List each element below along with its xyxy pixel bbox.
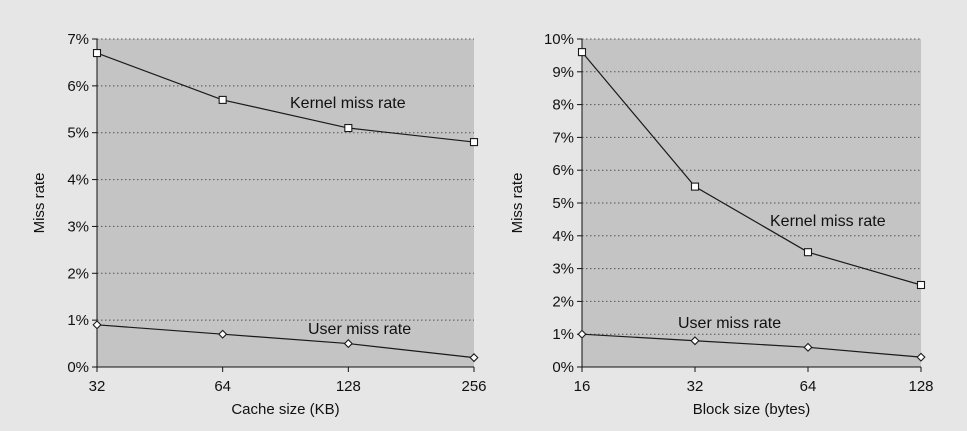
chart-1-y-tick-label: 7%	[67, 31, 89, 48]
chart-1-series-2-point	[218, 329, 228, 339]
chart-1-y-axis-title: Miss rate	[31, 173, 48, 234]
chart-2-series-1-label: Kernel miss rate	[770, 213, 886, 230]
chart-2-y-tick-label: 7%	[552, 129, 574, 146]
chart-2-series-2-label: User miss rate	[678, 315, 781, 332]
chart-2-y-axis-title: Miss rate	[509, 173, 526, 234]
chart-1-series-1-line	[96, 52, 475, 143]
chart-1-series-2-point	[469, 353, 479, 363]
chart-2-x-tick-label: 64	[800, 378, 817, 395]
chart-2-series-1-line	[581, 51, 922, 286]
chart-2-x-axis-title: Block size (bytes)	[693, 401, 811, 418]
chart-1-series-1-point	[218, 95, 227, 104]
chart-2-y-tick-label: 0%	[552, 359, 574, 376]
chart-2-series-2-line	[581, 333, 922, 358]
chart-1-series-2-line	[96, 324, 475, 359]
chart-1-series-2-point	[92, 320, 102, 330]
chart-1-series-1-point	[344, 123, 353, 133]
chart-2-y-tick-label: 6%	[552, 162, 574, 179]
chart-1-plot-area	[97, 39, 474, 367]
chart-2-series-1-point	[577, 48, 587, 57]
chart-1-x-tick-label: 128	[336, 378, 361, 395]
chart-1-y-tick-label: 0%	[67, 359, 89, 376]
chart-2-series-1-point	[690, 182, 700, 191]
chart-1-y-tick-label: 6%	[67, 78, 89, 95]
chart-1-y-tick-label: 2%	[67, 265, 89, 282]
chart-2-series-2-point	[803, 342, 813, 352]
chart-2-x-tick-label: 32	[687, 378, 704, 395]
chart-2-y-tick-label: 1%	[552, 326, 574, 343]
chart-2-series-2-point	[690, 336, 700, 346]
chart-1-x-axis-title: Cache size (KB)	[231, 401, 339, 418]
chart-2-x-tick-label: 128	[908, 378, 933, 395]
chart-2-x-tick-label: 16	[574, 378, 591, 395]
chart-2-y-tick-label: 2%	[552, 293, 574, 310]
chart-2-series-2-point	[577, 329, 587, 339]
chart-2-series-1-point	[803, 248, 813, 257]
chart-1-y-tick-label: 1%	[67, 312, 89, 329]
chart-2-y-tick-label: 4%	[552, 228, 574, 245]
chart-2-y-tick-label: 8%	[552, 97, 574, 114]
chart-1-series-1-label: Kernel miss rate	[290, 95, 406, 112]
chart-2-y-tick-label: 3%	[552, 261, 574, 278]
chart-2-y-tick-label: 5%	[552, 195, 574, 212]
chart-2-y-tick-label: 10%	[544, 31, 574, 48]
chart-1-x-tick-label: 64	[214, 378, 231, 395]
chart-1-series-1-point	[92, 49, 102, 58]
chart-1-x-tick-label: 32	[89, 378, 106, 395]
chart-2-series-2-point	[916, 352, 926, 362]
chart-1-series-2-point	[343, 338, 353, 349]
chart-1-x-tick-label: 256	[461, 378, 486, 395]
chart-1-y-tick-label: 3%	[67, 218, 89, 235]
chart-2-y-tick-label: 9%	[552, 64, 574, 81]
chart-1-series-1-point	[469, 138, 479, 147]
chart-1-y-tick-label: 5%	[67, 125, 89, 142]
chart-1-series-2-label: User miss rate	[308, 321, 411, 338]
chart-1-y-tick-label: 4%	[67, 172, 89, 189]
chart-2-series-1-point	[916, 280, 926, 290]
